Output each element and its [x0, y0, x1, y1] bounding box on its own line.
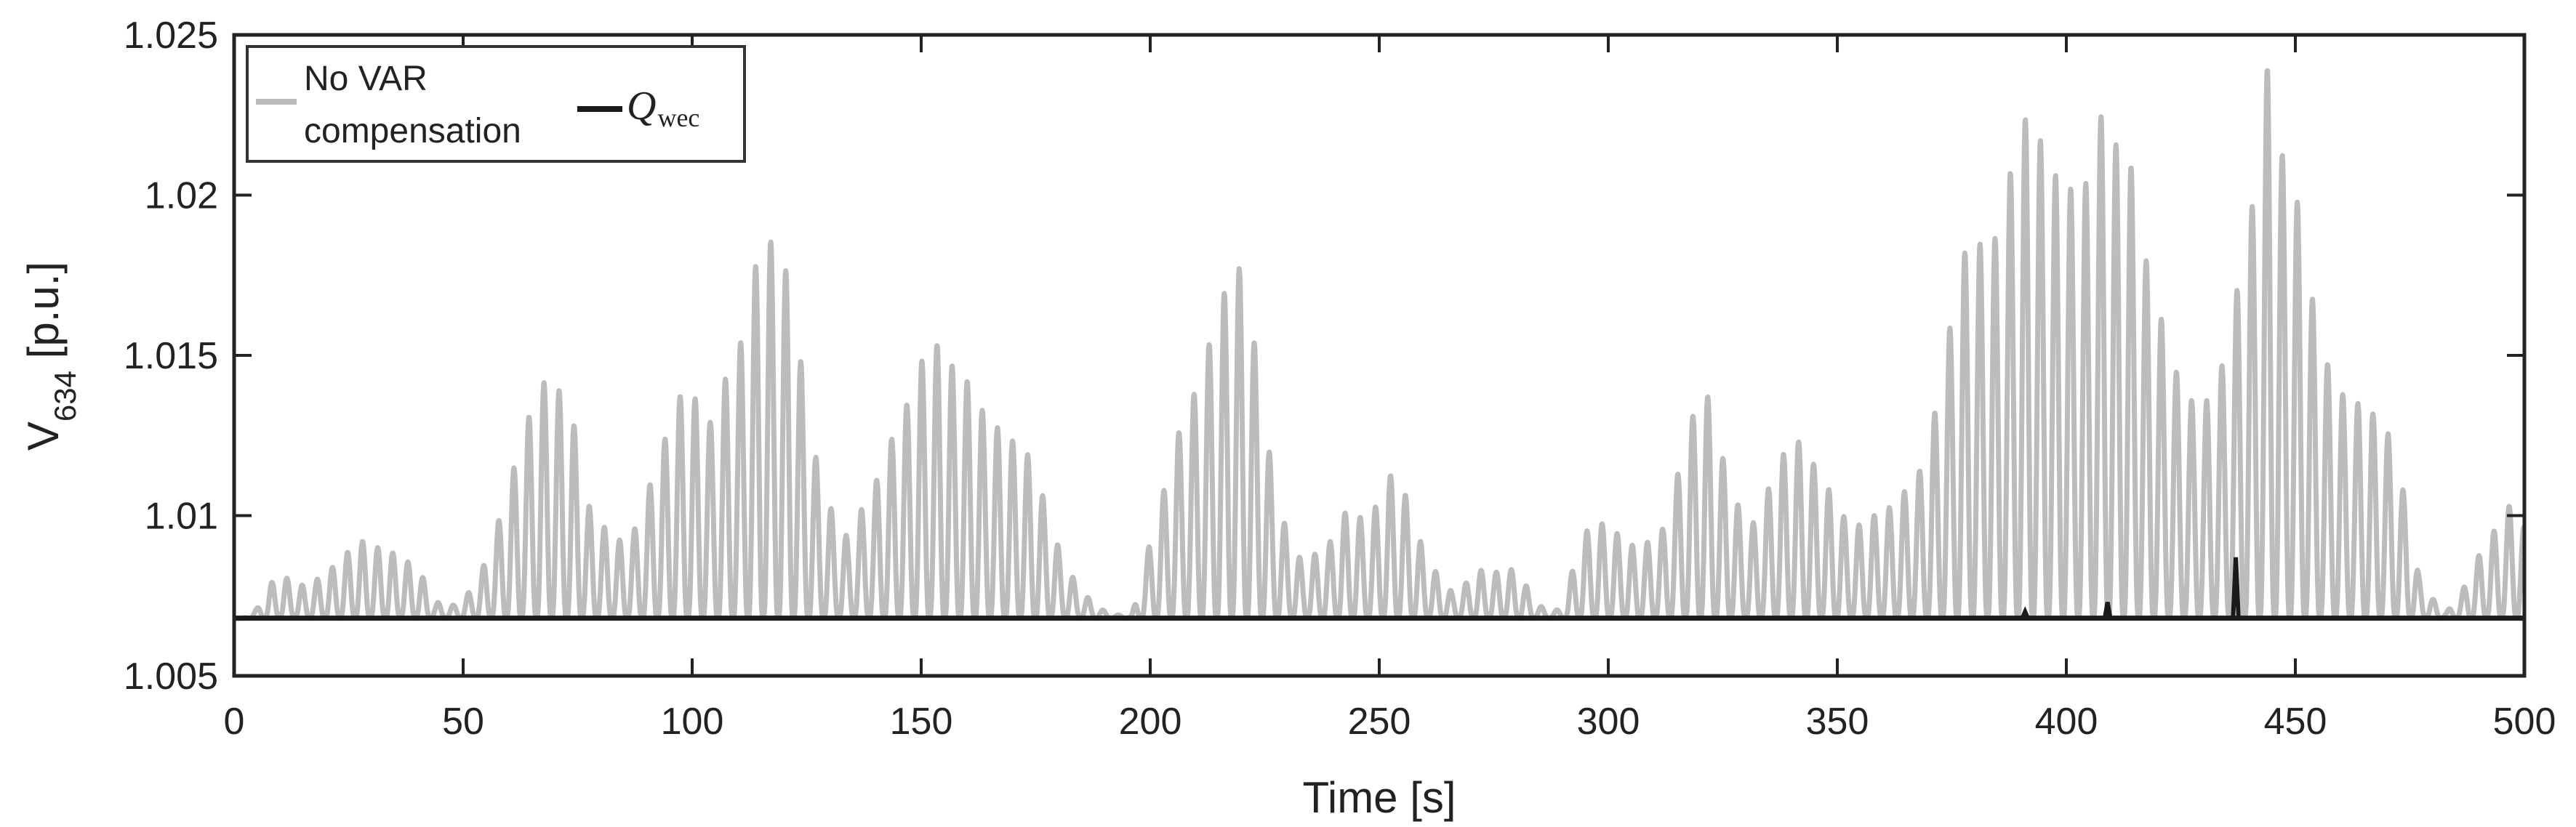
y-axis-title-unit: [p.u.] — [19, 262, 68, 371]
qwec-spike — [2102, 602, 2113, 619]
legend: No VAR compensation Qwec — [246, 45, 746, 163]
y-axis-title-subscript: 634 — [48, 371, 82, 421]
x-tick-label: 150 — [890, 701, 953, 743]
legend-label-no-var-line2: compensation — [304, 112, 521, 150]
x-tick-label: 100 — [661, 701, 724, 743]
x-tick-label: 300 — [1577, 701, 1640, 743]
y-axis-title-main: V — [19, 421, 68, 451]
x-tick-label: 500 — [2493, 701, 2556, 743]
series-no-var-compensation — [234, 68, 2524, 621]
qwec-spike — [2231, 557, 2241, 618]
labels-layer: 0 50 100 150 200 250 300 350 400 450 500 1.005 1.01 1… — [124, 15, 2556, 743]
y-axis-title: V634 [p.u.] — [19, 262, 82, 451]
legend-label-qwec-sub: wec — [657, 103, 699, 132]
ticks-layer — [233, 33, 2526, 677]
x-axis-title: Time [s] — [1302, 773, 1456, 822]
legend-label-qwec-main: Q — [627, 84, 656, 129]
y-tick-label: 1.01 — [145, 496, 218, 538]
x-tick-label: 50 — [442, 701, 484, 743]
x-tick-label: 0 — [224, 701, 245, 743]
y-tick-label: 1.025 — [124, 15, 218, 57]
x-tick-label: 400 — [2035, 701, 2098, 743]
y-tick-label: 1.015 — [124, 335, 218, 377]
legend-label-qwec: Qwec — [627, 84, 699, 132]
y-tick-label: 1.005 — [124, 655, 218, 698]
qwec-spike — [2020, 606, 2030, 619]
y-tick-label: 1.02 — [145, 175, 218, 217]
x-tick-label: 450 — [2264, 701, 2327, 743]
series-layer — [234, 68, 2524, 621]
x-tick-label: 350 — [1806, 701, 1869, 743]
legend-box — [246, 45, 746, 163]
x-tick-label: 250 — [1348, 701, 1411, 743]
legend-label-no-var-line1: No VAR — [304, 60, 428, 98]
x-tick-label: 200 — [1119, 701, 1182, 743]
